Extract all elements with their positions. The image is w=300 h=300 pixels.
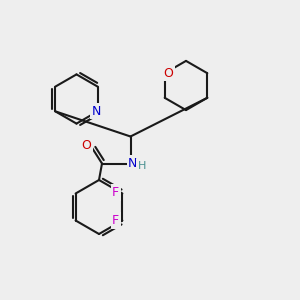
Text: O: O	[164, 67, 173, 80]
Text: H: H	[138, 161, 146, 171]
Text: N: N	[92, 105, 101, 118]
Text: F: F	[112, 214, 119, 227]
Text: O: O	[81, 139, 91, 152]
Text: N: N	[128, 157, 138, 170]
Text: F: F	[112, 186, 119, 199]
